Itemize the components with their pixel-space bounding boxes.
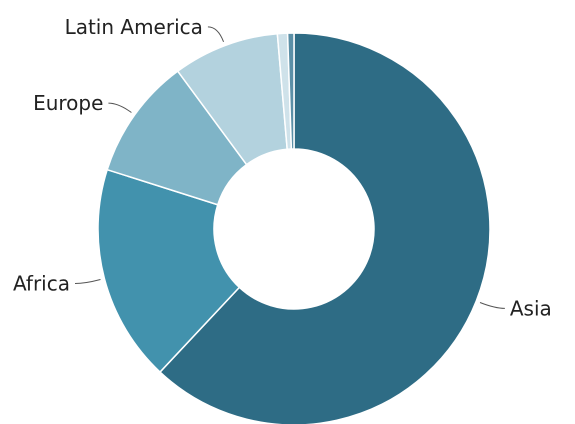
leader-latin-america [207,26,225,42]
label-europe: Europe [33,91,103,115]
label-latin-america: Latin America [65,15,203,39]
label-leaders [74,26,505,309]
label-asia: Asia [510,296,552,320]
leader-europe [108,102,132,113]
label-africa: Africa [13,272,70,296]
slice-labels: Asia Africa Europe Latin America [13,15,552,321]
slice-africa [97,168,241,374]
donut-slices [97,32,491,424]
leader-asia [479,302,505,309]
slice-other-5 [286,32,295,150]
leader-africa [74,279,101,285]
slice-asia [158,32,491,424]
